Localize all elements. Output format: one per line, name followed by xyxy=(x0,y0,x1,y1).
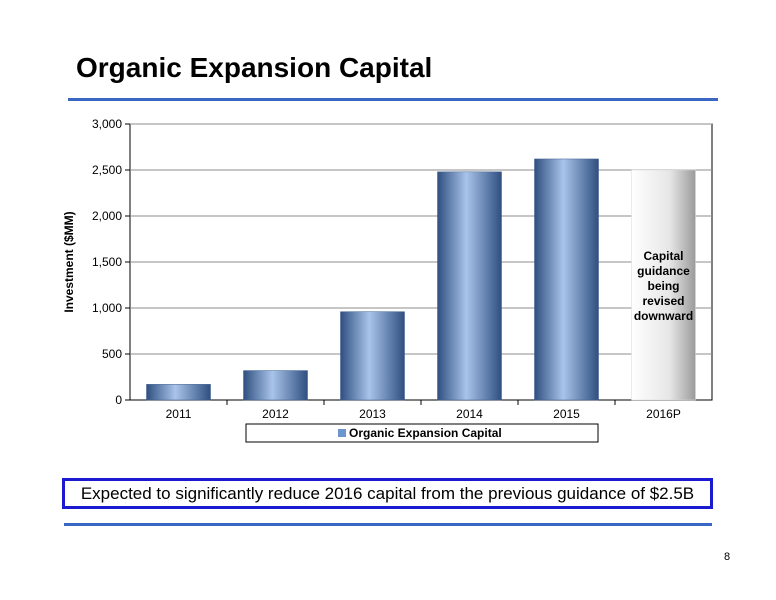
bottom-divider xyxy=(64,523,712,526)
x-tick-label: 2013 xyxy=(359,407,386,421)
callout-box: Expected to significantly reduce 2016 ca… xyxy=(62,478,713,509)
bar-2014 xyxy=(437,171,502,401)
y-tick-label: 2,000 xyxy=(92,209,122,223)
x-tick-label: 2011 xyxy=(166,407,192,421)
y-tick-label: 0 xyxy=(115,393,122,407)
annotation-line: Capital xyxy=(643,249,683,263)
legend-box xyxy=(245,423,599,443)
y-tick-label: 2,500 xyxy=(92,163,122,177)
annotation-line: downward xyxy=(634,309,693,323)
bar-2016p-projection xyxy=(631,169,696,401)
x-tick-label: 2014 xyxy=(456,407,483,421)
y-tick-label: 1,000 xyxy=(92,301,122,315)
page-title: Organic Expansion Capital xyxy=(76,52,433,83)
y-tick-label: 500 xyxy=(102,347,122,361)
bar-2011 xyxy=(146,384,211,401)
bar-2012 xyxy=(243,370,308,401)
legend-label: Organic Expansion Capital xyxy=(349,426,502,440)
x-tick-label: 2015 xyxy=(553,407,580,421)
bar-2015 xyxy=(534,158,599,401)
x-tick-label: 2012 xyxy=(262,407,289,421)
y-tick-label: 1,500 xyxy=(92,255,122,269)
annotation-line: guidance xyxy=(637,264,690,278)
annotation-line: being xyxy=(648,279,680,293)
y-tick-label: 3,000 xyxy=(92,117,122,131)
x-tick-label: 2016P xyxy=(646,407,681,421)
annotation-line: revised xyxy=(642,294,684,308)
bar-2013 xyxy=(340,311,405,401)
page-number: 8 xyxy=(724,551,731,563)
title-divider xyxy=(68,98,718,101)
bar-chart: 0 500 1,000 1,500 2,000 2,500 3,000 Investment … xyxy=(62,117,713,443)
y-axis-label: Investment ($MM) xyxy=(62,211,76,312)
legend-swatch xyxy=(338,429,346,437)
